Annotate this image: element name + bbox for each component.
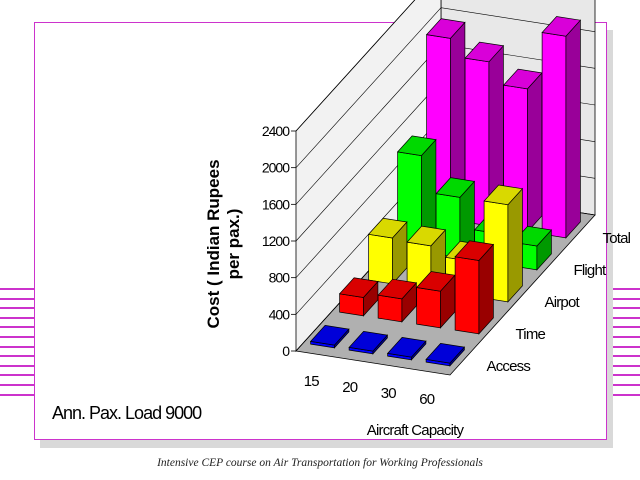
y-tick-label: 2400: [262, 123, 290, 139]
y-tick-label: 0: [282, 343, 290, 359]
bar-top-face: [386, 337, 427, 358]
bar-time-15: [338, 277, 379, 317]
bar-top-face: [454, 240, 495, 261]
series-label: Total: [603, 230, 631, 247]
decoration-line: [0, 384, 36, 386]
x-axis-label: Aircraft Capacity: [367, 422, 465, 439]
series-label: Flight: [574, 262, 608, 279]
series-label: Time: [516, 326, 546, 343]
decoration-line: [612, 384, 640, 386]
bar-airpot-15: [367, 217, 408, 285]
bar-total-60: [541, 16, 582, 239]
x-tick-label: 60: [419, 391, 435, 408]
bar-top-face: [348, 331, 389, 352]
left-decoration-lines: [0, 288, 36, 400]
annual-pax-load-note: Ann. Pax. Load 9000: [52, 403, 202, 423]
bar-top-face: [367, 217, 408, 239]
x-tick-labels: 15 20 30 60: [304, 373, 436, 408]
gridline: [295, 7, 596, 168]
decoration-line: [612, 336, 640, 338]
decoration-line: [612, 297, 640, 300]
bar-top-face: [406, 225, 447, 247]
x-tick-label: 30: [381, 385, 397, 402]
bar-side-face: [527, 71, 543, 233]
y-tick-label: 2000: [262, 160, 290, 176]
bar-front-face: [454, 256, 480, 335]
bar-top-face: [425, 18, 466, 39]
right-decoration-lines: [612, 288, 640, 400]
gridline: [295, 0, 416, 132]
y-tick-label: 1600: [262, 196, 290, 212]
series-label: Airpot: [545, 294, 581, 311]
chart-bars: [309, 16, 582, 367]
decoration-line: [0, 364, 36, 367]
bar-time-60: [454, 240, 495, 335]
bar-top-face: [483, 184, 524, 206]
decoration-line: [0, 345, 36, 348]
bar-top-face: [464, 41, 505, 63]
bar-top-face: [541, 16, 582, 37]
y-tick-labels: 0 400 800 1200 1600 2000 2400: [262, 123, 291, 359]
bar-side-face: [565, 19, 581, 239]
y-tick-label: 400: [269, 306, 291, 322]
series-axis-labels: Access Time Airpot Flight Total: [487, 230, 632, 375]
y-tick-label: 800: [269, 270, 291, 286]
y-axis-label-line-1: Cost ( Indian Rupees: [204, 159, 223, 328]
footer-caption: Intensive CEP course on Air Transportati…: [157, 457, 483, 469]
decoration-line: [612, 288, 640, 290]
decoration-line: [0, 374, 36, 377]
bar-access-30: [386, 337, 427, 361]
bar-top-face: [377, 278, 418, 300]
bar-access-60: [425, 343, 466, 367]
decoration-line: [0, 393, 36, 396]
x-tick-label: 20: [342, 379, 358, 396]
decoration-line: [0, 297, 36, 300]
decoration-line: [612, 393, 640, 396]
decoration-line: [612, 307, 640, 310]
decoration-line: [0, 316, 36, 319]
bar-side-face: [507, 187, 523, 303]
decoration-line: [612, 345, 640, 348]
bar-front-face: [416, 287, 441, 329]
decoration-line: [0, 326, 36, 329]
bar-top-face: [396, 135, 437, 156]
decoration-line: [612, 355, 640, 358]
series-label: Access: [487, 358, 531, 375]
decoration-line: [612, 326, 640, 329]
decoration-line: [0, 355, 36, 358]
decoration-line: [0, 336, 36, 338]
y-axis-label-line-2: per pax.): [224, 209, 243, 280]
bar-access-15: [309, 325, 350, 349]
decoration-line: [0, 307, 36, 310]
decoration-line: [0, 288, 36, 290]
bar-access-20: [348, 331, 389, 355]
y-tick-label: 1200: [262, 233, 290, 249]
bar-top-face: [338, 277, 379, 298]
bar-time-20: [377, 278, 418, 323]
bar-front-face: [368, 233, 393, 285]
x-tick-label: 15: [304, 373, 320, 390]
bar-top-face: [309, 325, 350, 346]
bar-front-face: [541, 32, 567, 239]
decoration-line: [612, 316, 640, 319]
decoration-line: [612, 364, 640, 367]
bar-front-face: [377, 294, 403, 323]
decoration-line: [612, 374, 640, 377]
bar-top-face: [425, 343, 466, 364]
bar-top-face: [435, 177, 476, 198]
bar-time-30: [415, 271, 456, 329]
